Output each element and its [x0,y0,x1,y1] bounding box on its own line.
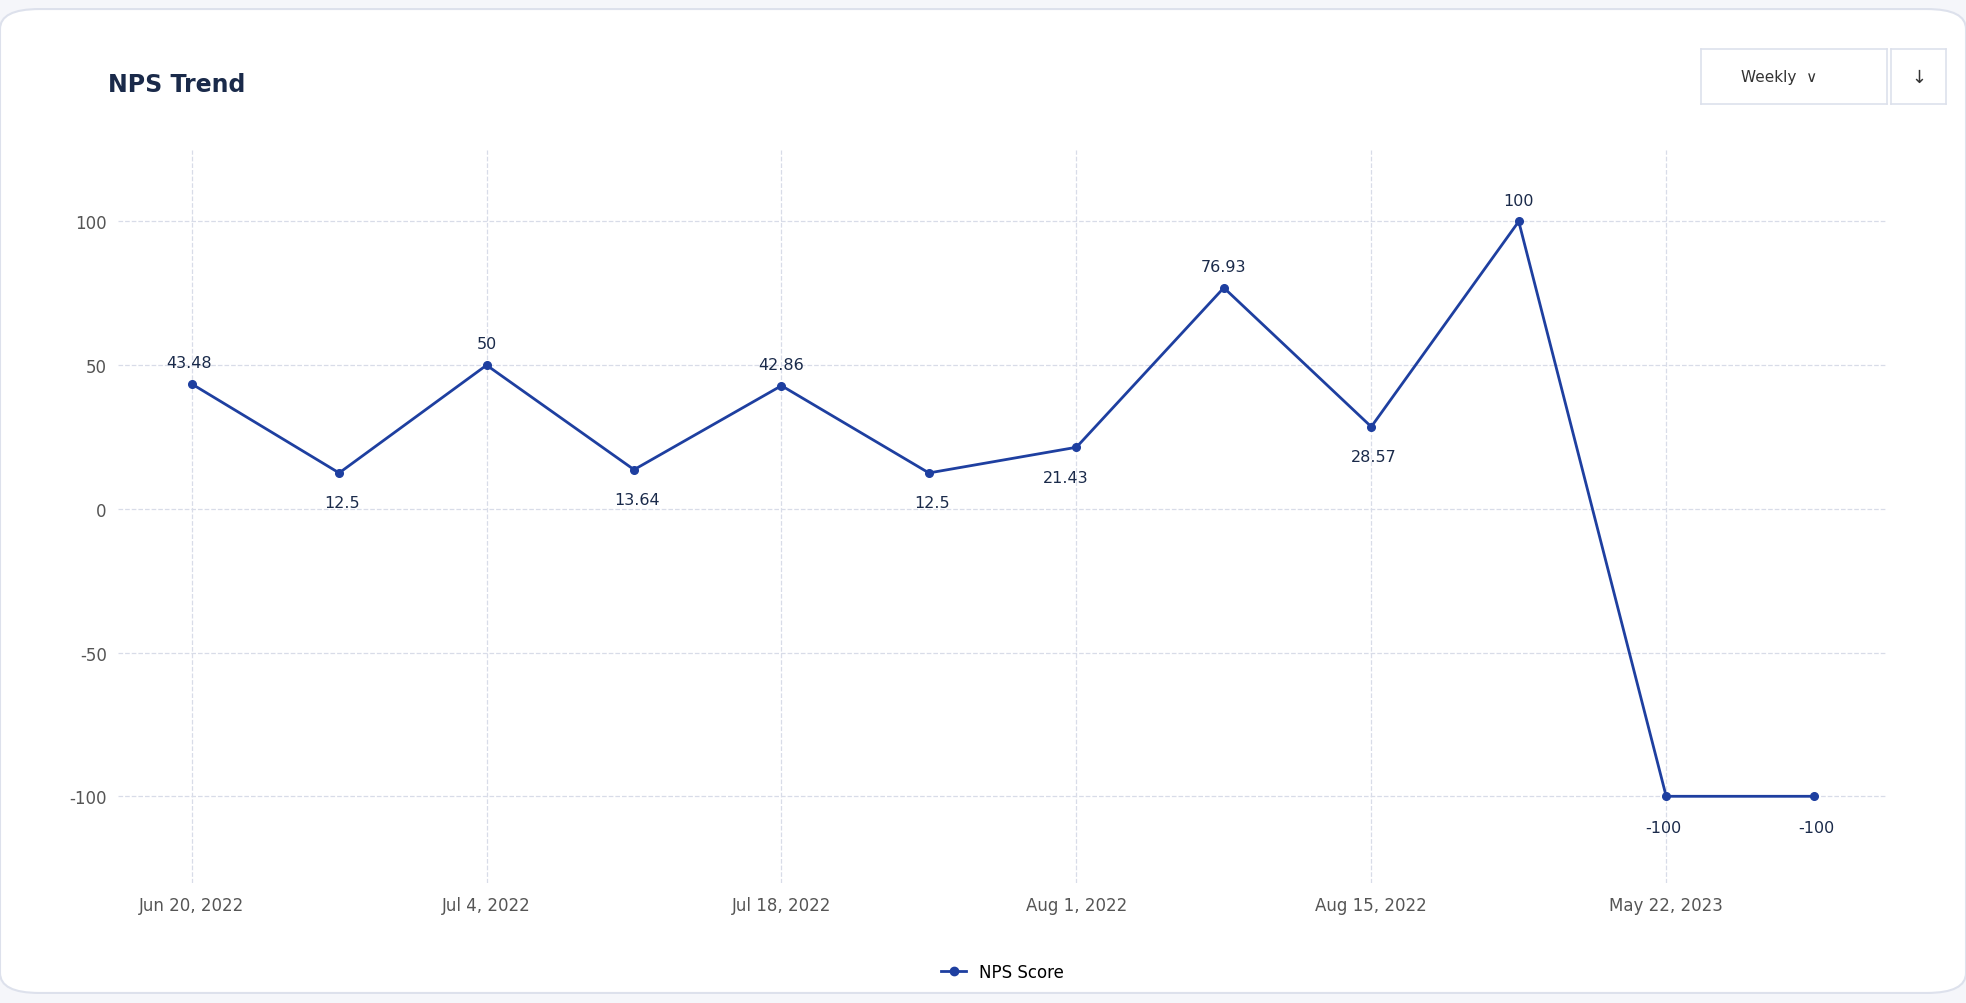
Text: 21.43: 21.43 [1042,470,1087,485]
Text: 50: 50 [476,337,497,352]
Text: 12.5: 12.5 [324,495,360,511]
Legend: NPS Score: NPS Score [934,957,1071,988]
Text: -100: -100 [1646,820,1681,835]
Text: 76.93: 76.93 [1201,260,1246,275]
Text: ↓: ↓ [1911,69,1927,86]
Text: -100: -100 [1799,820,1834,835]
Text: 13.64: 13.64 [613,492,661,508]
Text: 42.86: 42.86 [759,357,804,372]
Text: NPS Trend: NPS Trend [108,73,246,97]
Text: 43.48: 43.48 [165,356,212,371]
Text: 28.57: 28.57 [1351,449,1398,464]
Text: 100: 100 [1504,194,1533,209]
Text: Weekly  ∨: Weekly ∨ [1742,70,1817,85]
Text: 12.5: 12.5 [914,495,950,511]
